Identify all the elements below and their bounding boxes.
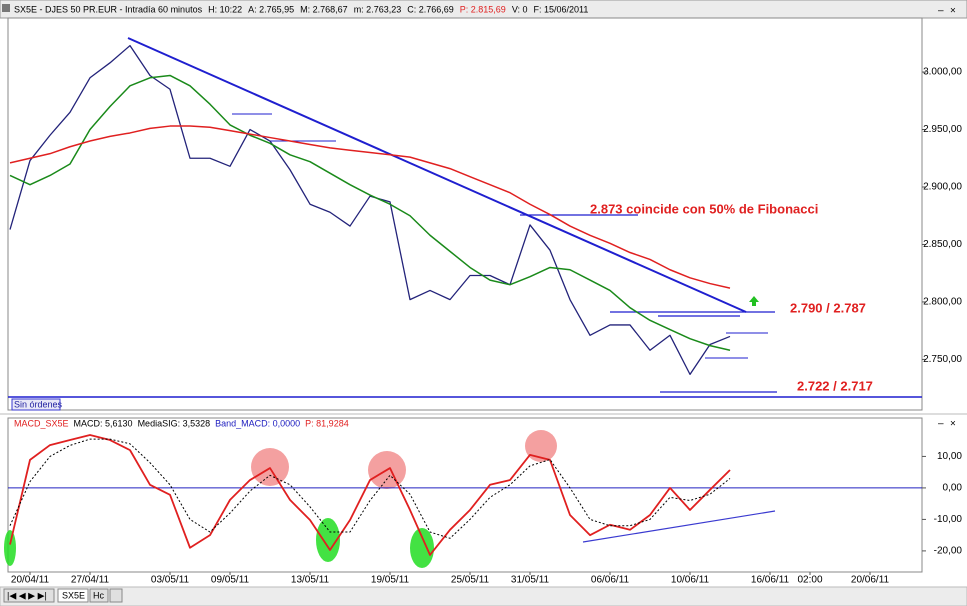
toolbar	[0, 586, 967, 606]
x-tick-label: 25/05/11	[451, 575, 490, 586]
header-text: C: 2.766,69	[407, 4, 454, 14]
close-button[interactable]: ×	[950, 6, 956, 17]
series-line	[9, 434, 731, 556]
legend-text: MACD: 5,6130	[74, 418, 133, 428]
y-tick-label: 2.800,00	[923, 297, 962, 308]
header-text: V: 0	[512, 4, 528, 14]
x-tick-label: 06/06/11	[591, 575, 630, 586]
header-text: P: 2.815,69	[460, 4, 506, 14]
series-line	[9, 438, 731, 539]
x-tick-label: 03/05/11	[151, 575, 190, 586]
nav-group	[3, 588, 55, 603]
y-tick-label: 2.750,00	[923, 354, 962, 365]
macd-panel	[7, 417, 923, 573]
minimize-button[interactable]: –	[938, 6, 944, 17]
close-button[interactable]: ×	[950, 419, 956, 430]
series-line	[9, 125, 731, 289]
x-tick-label: 31/05/11	[511, 575, 550, 586]
y-tick-label: 10,00	[937, 451, 962, 462]
y-tick-label: -20,00	[934, 546, 963, 557]
annotation: 2.873 coincide con 50% de Fibonacci	[590, 201, 818, 216]
price-panel	[7, 17, 923, 411]
y-tick-label: 0,00	[943, 483, 963, 494]
legend-text: Band_MACD: 0,0000	[215, 418, 300, 428]
minimize-button[interactable]: –	[938, 419, 944, 430]
x-tick-label: 13/05/11	[291, 575, 330, 586]
tab[interactable]	[57, 588, 89, 603]
legend-text: MACD_SX5E	[14, 418, 69, 428]
header-text: M: 2.768,67	[300, 4, 348, 14]
y-tick-label: 2.950,00	[923, 124, 962, 135]
x-tick-label: 16/06/11	[751, 575, 790, 586]
tab-label: SX5E	[62, 590, 85, 600]
nav-button[interactable]: |◀ ◀ ▶ ▶|	[7, 590, 47, 600]
window-icon	[2, 4, 10, 12]
status-text: Sin órdenes	[14, 399, 63, 409]
legend-text: MediaSIG: 3,5328	[138, 418, 211, 428]
y-tick-label: 2.900,00	[923, 182, 962, 193]
x-tick-label: 10/06/11	[671, 575, 710, 586]
x-tick-label: 20/06/11	[851, 575, 890, 586]
header-text: H: 10:22	[208, 4, 242, 14]
sell-circle	[251, 448, 289, 486]
x-tick-label: 19/05/11	[371, 575, 410, 586]
x-tick-label: 20/04/11	[11, 575, 50, 586]
annotation: 2.790 / 2.787	[790, 300, 866, 315]
y-tick-label: -10,00	[934, 514, 963, 525]
series-line	[9, 74, 731, 351]
up-arrow	[749, 296, 759, 306]
x-tick-label: 02:00	[797, 575, 822, 586]
annotation: 2.722 / 2.717	[797, 378, 873, 393]
series-line	[9, 44, 731, 376]
buy-ellipse	[4, 530, 16, 566]
header-text: m: 2.763,23	[354, 4, 402, 14]
header-text: SX5E - DJES 50 PR.EUR - Intradía 60 minu…	[14, 4, 203, 14]
nav-buttons: |◀ ◀ ▶ ▶|	[3, 588, 55, 603]
y-tick-label: 2.850,00	[923, 239, 962, 250]
buy-ellipse	[316, 518, 340, 562]
header-text: F: 15/06/2011	[534, 4, 589, 14]
header-text: A: 2.765,95	[248, 4, 294, 14]
x-tick-label: 09/05/11	[211, 575, 250, 586]
x-tick-label: 27/04/11	[71, 575, 110, 586]
trend-line	[127, 37, 747, 313]
scroll-button[interactable]	[109, 588, 123, 603]
y-tick-label: 3.000,00	[923, 67, 962, 78]
sell-circle	[525, 430, 557, 462]
tab[interactable]	[89, 588, 109, 603]
legend-text: P: 81,9284	[305, 418, 349, 428]
tab-label: Hc	[93, 590, 104, 600]
buy-ellipse	[410, 528, 434, 568]
status-box[interactable]	[11, 398, 61, 411]
trend-line	[582, 510, 776, 543]
